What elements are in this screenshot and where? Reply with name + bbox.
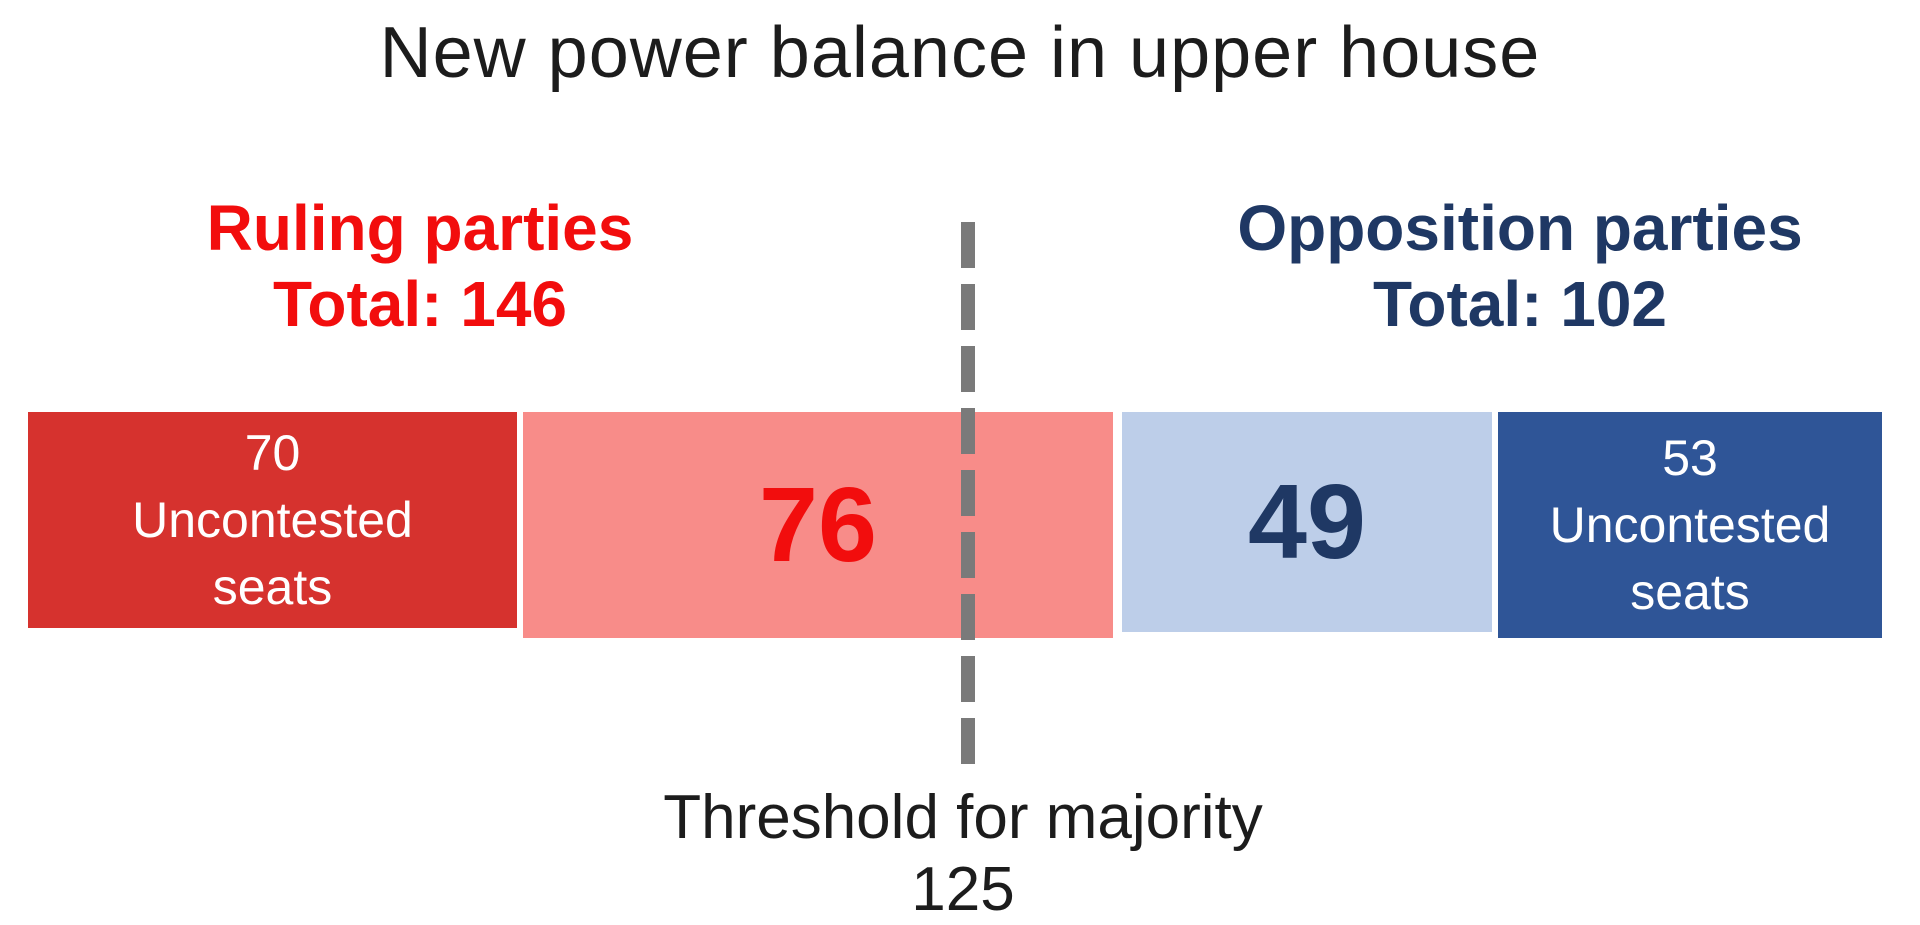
segment-opposition-contested-value: 49 — [1248, 463, 1366, 581]
segment-ruling-uncontested: 70 Uncontested seats — [28, 412, 517, 628]
opposition-parties-label-block: Opposition parties Total: 102 — [1205, 190, 1835, 342]
opposition-parties-name: Opposition parties — [1237, 192, 1803, 264]
segment-ruling-uncontested-word1: Uncontested — [132, 491, 413, 548]
segment-ruling-contested: 76 — [523, 412, 1113, 638]
opposition-parties-total: Total: 102 — [1373, 268, 1667, 340]
segment-opposition-uncontested-word2: seats — [1630, 563, 1750, 620]
seats-bar: 70 Uncontested seats 76 49 53 Unconteste… — [28, 412, 1882, 638]
threshold-value: 125 — [911, 855, 1015, 924]
ruling-parties-name: Ruling parties — [206, 192, 634, 264]
segment-ruling-uncontested-word2: seats — [212, 558, 333, 615]
segment-opposition-uncontested: 53 Uncontested seats — [1498, 412, 1882, 638]
ruling-parties-total: Total: 146 — [273, 268, 567, 340]
segment-opposition-uncontested-word1: Uncontested — [1549, 496, 1831, 553]
ruling-parties-label-block: Ruling parties Total: 146 — [115, 190, 725, 342]
threshold-label-block: Threshold for majority 125 — [463, 782, 1463, 925]
majority-threshold-line — [961, 222, 975, 767]
segment-opposition-contested: 49 — [1122, 412, 1492, 632]
segment-ruling-uncontested-value: 70 — [244, 424, 301, 481]
segment-opposition-uncontested-value: 53 — [1662, 429, 1718, 486]
threshold-label: Threshold for majority — [663, 783, 1263, 852]
chart-title: New power balance in upper house — [379, 13, 1541, 93]
segment-ruling-contested-value: 76 — [759, 466, 877, 584]
